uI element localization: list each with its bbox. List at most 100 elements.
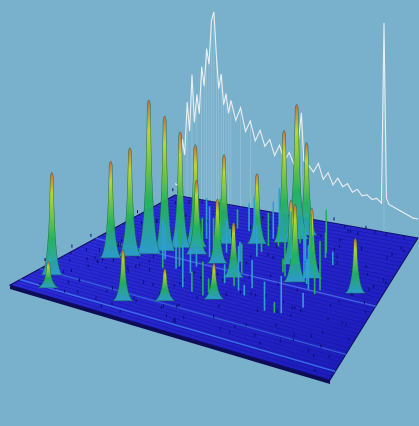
floor-noise-speck	[207, 219, 209, 223]
floor-noise-speck	[63, 289, 65, 293]
floor-noise-speck	[328, 354, 330, 358]
floor-noise-speck	[320, 344, 322, 348]
floor-noise-speck	[67, 280, 69, 284]
surface-peak	[203, 263, 225, 300]
floor-noise-speck	[94, 256, 96, 260]
floor-noise-speck	[250, 292, 252, 296]
floor-noise-speck	[279, 339, 281, 343]
floor-noise-speck	[149, 268, 151, 272]
floor-noise-speck	[119, 242, 121, 246]
floor-noise-speck	[293, 333, 295, 337]
floor-noise-speck	[327, 317, 329, 321]
floor-noise-speck	[188, 200, 190, 204]
floor-noise-speck	[196, 296, 198, 300]
floor-noise-speck	[135, 299, 137, 303]
floor-streak	[51, 262, 353, 345]
floor-streak	[84, 244, 370, 317]
floor-noise-speck	[148, 259, 150, 263]
floor-noise-speck	[294, 306, 296, 310]
surface-peak	[99, 160, 122, 259]
floor-noise-speck	[121, 239, 123, 243]
floor-noise-speck	[317, 265, 319, 269]
floor-noise-speck	[201, 200, 203, 204]
floor-noise-speck	[173, 319, 175, 323]
floor-noise-speck	[102, 258, 104, 262]
floor-noise-speck	[365, 265, 367, 269]
floor-noise-speck	[338, 244, 340, 248]
floor-noise-speck	[183, 315, 185, 319]
floor-noise-speck	[274, 308, 276, 312]
floor-noise-speck	[245, 323, 247, 327]
floor-noise-speck	[127, 266, 129, 270]
floor-noise-speck	[386, 256, 388, 260]
surface-peak	[118, 147, 142, 257]
floor-noise-speck	[156, 219, 158, 223]
floor-noise-speck	[133, 296, 135, 300]
floor-noise-speck	[71, 244, 73, 248]
floor-noise-speck	[265, 294, 267, 298]
floor-noise-speck	[322, 330, 324, 334]
floor-noise-speck	[282, 299, 284, 303]
floor-noise-speck	[259, 341, 261, 345]
floor-noise-speck	[90, 233, 92, 237]
floor-noise-speck	[332, 263, 334, 267]
floor-noise-speck	[314, 368, 316, 372]
floor-noise-speck	[112, 258, 114, 262]
floor-noise-speck	[44, 258, 46, 262]
floor-noise-speck	[225, 292, 227, 296]
floor-noise-speck	[344, 224, 346, 228]
floor-noise-speck	[137, 256, 139, 260]
floor-noise-speck	[292, 338, 294, 342]
floor-noise-speck	[361, 246, 363, 250]
floor-noise-speck	[143, 280, 145, 284]
floor-noise-speck	[117, 243, 119, 247]
floor-streak	[26, 275, 339, 367]
floor-noise-speck	[336, 261, 338, 265]
floor-noise-speck	[275, 323, 277, 327]
floor-streak	[34, 271, 344, 359]
floor-noise-speck	[269, 220, 271, 224]
floor-noise-speck	[250, 283, 252, 287]
floor-streak	[18, 280, 335, 374]
floor-highlight-streak	[19, 278, 336, 373]
floor-streak	[14, 282, 333, 377]
floor-noise-speck	[245, 261, 247, 265]
floor-noise-speck	[70, 251, 72, 255]
floor-streak	[22, 277, 337, 370]
floor-noise-speck	[156, 219, 158, 223]
floor-noise-speck	[179, 281, 181, 285]
floor-noise-speck	[141, 221, 143, 225]
floor-noise-speck	[350, 229, 352, 233]
floor-noise-speck	[267, 253, 269, 257]
floor-noise-speck	[213, 314, 215, 318]
floor-noise-speck	[174, 201, 176, 205]
floor-noise-speck	[165, 314, 167, 318]
floor-noise-speck	[300, 309, 302, 313]
floor-noise-speck	[105, 266, 107, 270]
floor-streak	[42, 266, 348, 352]
floor-noise-speck	[385, 281, 387, 285]
floor-noise-speck	[174, 320, 176, 324]
floor-noise-speck	[308, 349, 310, 353]
floor-noise-speck	[249, 225, 251, 229]
surface-peak	[153, 115, 176, 252]
floor-noise-speck	[368, 287, 370, 291]
floor-noise-speck	[111, 286, 113, 290]
floor-front-edge	[10, 285, 330, 384]
floor-noise-speck	[365, 310, 367, 314]
floor-noise-speck	[256, 309, 258, 313]
surface-peak	[283, 203, 307, 283]
floor-noise-speck	[254, 333, 256, 337]
floor-noise-speck	[240, 290, 242, 294]
floor-noise-speck	[95, 296, 97, 300]
floor-noise-speck	[272, 255, 274, 259]
floor-noise-speck	[403, 235, 405, 239]
floor-noise-speck	[248, 275, 250, 279]
trace-line	[174, 11, 419, 220]
floor-noise-speck	[333, 217, 335, 221]
surface-peak	[38, 261, 59, 289]
floor-noise-speck	[97, 260, 99, 264]
floor-noise-speck	[367, 273, 369, 277]
floor-streak	[30, 273, 342, 363]
floor-noise-speck	[269, 226, 271, 230]
